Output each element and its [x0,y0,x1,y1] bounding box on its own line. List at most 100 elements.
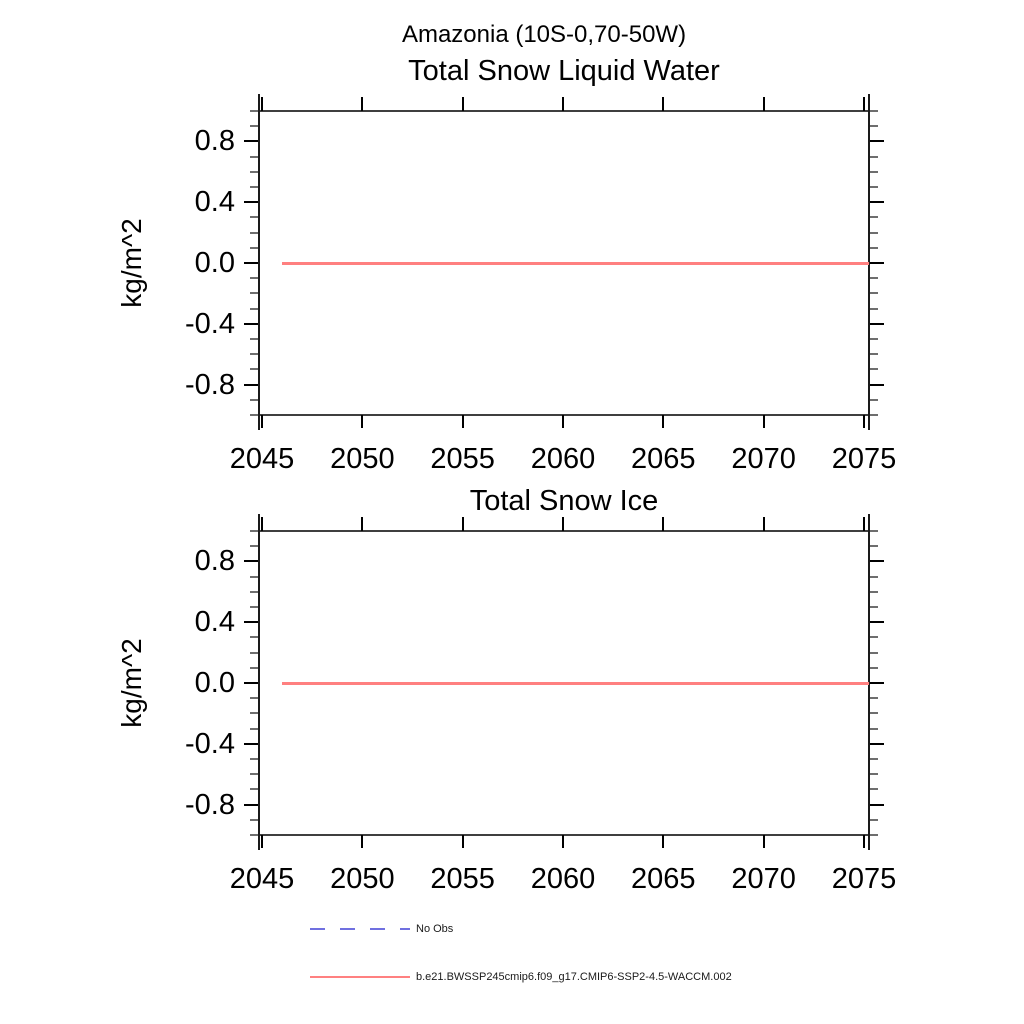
plot2-right-axis [868,514,870,850]
x-major-tick-top [561,517,564,531]
x-major-tick-bottom [862,415,865,428]
plot1-top-border [259,110,869,112]
y-major-tick-left [244,803,258,806]
y-major-tick-left [244,201,258,204]
x-major-tick-bottom [862,835,865,848]
y-major-tick-left [244,742,258,745]
y-minor-tick-left [250,773,258,776]
y-major-tick-left [244,560,258,563]
legend-label-model-run: b.e21.BWSSP245cmip6.f09_g17.CMIP6-SSP2-4… [416,971,732,983]
x-major-tick-bottom [261,835,263,848]
y-major-tick-right [870,262,884,264]
y-minor-tick-right [870,398,878,401]
x-major-tick-bottom [461,835,464,848]
x-tick-label: 2070 [731,863,796,895]
y-major-tick-left [244,682,258,684]
x-major-tick-bottom [361,835,364,848]
y-major-tick-left [244,621,258,624]
y-minor-tick-left [250,666,258,669]
y-minor-tick-right [870,246,878,249]
x-major-tick-bottom [762,415,765,428]
y-tick-label: -0.4 [185,727,235,760]
x-major-tick-bottom [662,415,665,428]
y-minor-tick-left [250,788,258,791]
figure-suptitle: Amazonia (10S-0,70-50W) [401,21,687,48]
y-minor-tick-left [250,110,258,112]
x-major-tick-bottom [762,835,765,848]
y-minor-tick-left [250,155,258,158]
y-minor-tick-right [870,307,878,310]
y-major-tick-right [870,322,884,325]
y-minor-tick-left [250,231,258,234]
x-major-tick-top [662,517,665,531]
x-tick-label: 2055 [430,443,495,475]
x-major-tick-bottom [261,415,263,428]
y-minor-tick-left [250,758,258,760]
x-major-tick-top [762,517,765,531]
y-minor-tick-left [250,292,258,295]
y-minor-tick-right [870,414,878,416]
x-tick-label: 2050 [330,863,395,895]
x-major-tick-top [261,517,263,531]
y-minor-tick-left [250,246,258,249]
y-minor-tick-right [870,788,878,791]
y-minor-tick-left [250,368,258,371]
x-major-tick-bottom [461,415,464,428]
y-minor-tick-right [870,125,878,128]
plot1-left-axis [258,94,260,430]
y-minor-tick-left [250,398,258,401]
y-minor-tick-right [870,712,878,715]
y-tick-label: 0.0 [194,247,235,279]
y-minor-tick-left [250,606,258,608]
x-tick-label: 2055 [430,863,495,895]
series-line [282,261,869,265]
y-minor-tick-left [250,636,258,639]
y-tick-label: 0.4 [194,186,235,219]
x-tick-label: 2065 [631,863,696,895]
y-tick-label: -0.8 [185,788,235,821]
y-minor-tick-right [870,186,878,188]
y-minor-tick-right [870,110,878,112]
legend-entry-no-obs: No Obs [310,921,1010,937]
y-major-tick-left [244,140,258,143]
plot1-bottom-border [259,414,869,416]
x-major-tick-bottom [361,415,364,428]
y-minor-tick-left [250,818,258,821]
y-minor-tick-right [870,292,878,295]
x-major-tick-top [561,97,564,111]
y-minor-tick-right [870,277,878,280]
x-major-tick-top [662,97,665,111]
x-major-tick-top [361,97,364,111]
y-major-tick-left [244,262,258,264]
y-minor-tick-left [250,697,258,700]
y-minor-tick-left [250,307,258,310]
series-line [282,681,869,685]
plot1-right-axis [868,94,870,430]
y-minor-tick-right [870,636,878,639]
x-tick-label: 2045 [229,443,295,475]
y-minor-tick-right [870,773,878,776]
y-minor-tick-left [250,712,258,715]
y-major-tick-right [870,383,884,386]
y-minor-tick-right [870,697,878,700]
x-tick-label: 2060 [530,443,596,475]
y-minor-tick-right [870,666,878,669]
y-minor-tick-left [250,277,258,280]
x-major-tick-top [862,97,865,111]
y-minor-tick-right [870,170,878,173]
x-tick-label: 2070 [731,443,796,475]
y-minor-tick-left [250,590,258,593]
y-minor-tick-left [250,727,258,730]
y-minor-tick-right [870,818,878,821]
y-minor-tick-left [250,651,258,654]
y-minor-tick-left [250,530,258,532]
y-minor-tick-right [870,575,878,578]
y-minor-tick-right [870,727,878,730]
y-minor-tick-right [870,758,878,760]
y-major-tick-left [244,383,258,386]
plot2-left-axis [258,514,260,850]
y-tick-label: -0.8 [185,368,235,401]
y-minor-tick-right [870,606,878,608]
x-tick-label: 2075 [831,443,897,475]
plot2-top-border [259,530,869,532]
